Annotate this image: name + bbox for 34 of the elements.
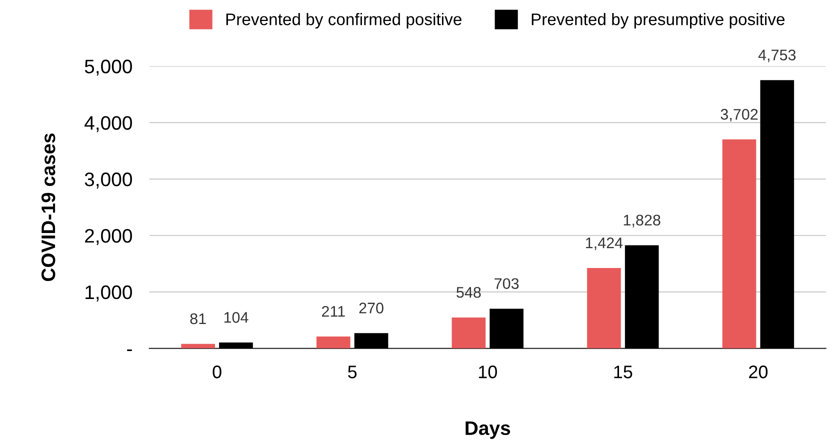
legend-label: Prevented by presumptive positive (532, 12, 785, 29)
data-label: 104 (224, 312, 248, 323)
bar (624, 245, 659, 348)
y-tick-label: - (127, 350, 132, 352)
bar (490, 308, 524, 348)
bar (760, 80, 794, 348)
y-axis-title: COVID-19 cases (41, 133, 56, 282)
y-tick-label: 1,000 (86, 285, 132, 302)
data-label: 1,424 (586, 238, 623, 250)
y-tick-label: 2,000 (85, 228, 132, 246)
y-tick-label: 3,000 (84, 172, 132, 189)
bar (587, 268, 621, 348)
data-label: 81 (190, 313, 206, 324)
y-tick-label: 5,000 (84, 60, 132, 76)
y-tick-label: 4,000 (84, 116, 132, 132)
data-label: 703 (494, 278, 519, 290)
x-tick-label: 15 (614, 366, 632, 378)
x-tick-label: 10 (478, 366, 497, 378)
bar (354, 333, 388, 348)
x-axis-title: Days (466, 421, 510, 439)
legend-label: Prevented by confirmed positive (226, 12, 462, 29)
bar (316, 336, 350, 348)
x-tick-label: 5 (348, 366, 357, 378)
data-label: 211 (322, 306, 345, 317)
data-label: 270 (359, 302, 384, 314)
data-label: 548 (456, 286, 481, 298)
x-tick-label: 20 (749, 366, 768, 378)
bar (452, 317, 486, 348)
x-tick-label: 0 (212, 366, 222, 378)
data-label: 4,753 (758, 50, 796, 62)
bar (722, 139, 756, 348)
data-label: 3,702 (720, 108, 758, 122)
bar (219, 342, 253, 348)
data-label: 1,828 (624, 214, 660, 228)
